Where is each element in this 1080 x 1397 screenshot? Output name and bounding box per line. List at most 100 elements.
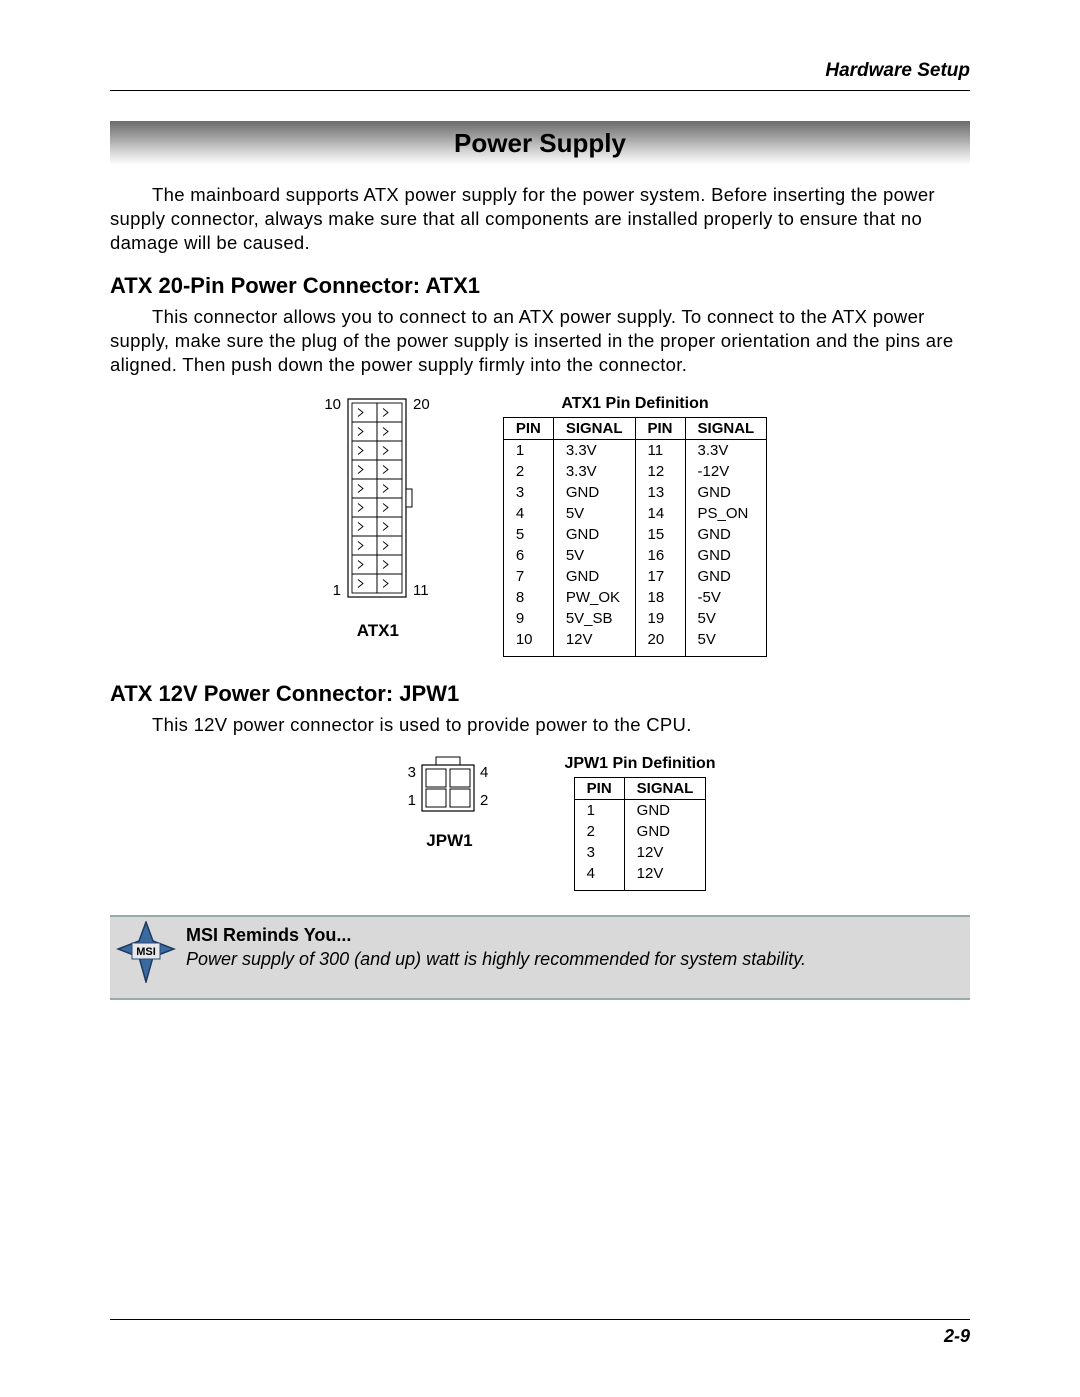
jpw1-connector-icon: 3 4 1 2	[394, 755, 504, 825]
rule-bottom	[110, 1319, 970, 1320]
table-cell: 2	[574, 821, 624, 842]
table-header: SIGNAL	[553, 418, 635, 440]
atx1-pin-10: 10	[324, 396, 341, 413]
table-row: 7GND17GND	[503, 566, 766, 587]
table-cell: 5V_SB	[553, 608, 635, 629]
table-cell: 20	[635, 629, 685, 657]
table-cell: GND	[685, 566, 767, 587]
table-cell: 7	[503, 566, 553, 587]
table-cell: 6	[503, 545, 553, 566]
table-cell: 4	[503, 503, 553, 524]
table-cell: 12V	[553, 629, 635, 657]
jpw1-pin-3: 3	[408, 764, 416, 781]
table-cell: 12	[635, 461, 685, 482]
table-cell: 12V	[624, 863, 706, 891]
table-row: 1012V205V	[503, 629, 766, 657]
jpw1-table-title: JPW1 Pin Definition	[564, 755, 715, 773]
jpw1-pin-table: PINSIGNAL1GND2GND312V412V	[574, 777, 707, 891]
table-row: 13.3V113.3V	[503, 440, 766, 462]
footer: 2-9	[110, 1319, 970, 1347]
table-cell: 15	[635, 524, 685, 545]
rule-top	[110, 90, 970, 91]
table-cell: 19	[635, 608, 685, 629]
table-cell: 5V	[685, 629, 767, 657]
atx1-pin-11: 11	[413, 582, 429, 599]
table-row: 23.3V12-12V	[503, 461, 766, 482]
table-header: PIN	[574, 778, 624, 800]
atx1-label: ATX1	[357, 621, 399, 641]
table-cell: GND	[624, 800, 706, 822]
table-cell: 11	[635, 440, 685, 462]
jpw1-pin-2: 2	[480, 792, 488, 809]
table-cell: 3.3V	[553, 440, 635, 462]
table-cell: 3	[503, 482, 553, 503]
table-row: 2GND	[574, 821, 706, 842]
table-row: 312V	[574, 842, 706, 863]
atx20-heading: ATX 20-Pin Power Connector: ATX1	[110, 273, 970, 299]
table-cell: 3.3V	[685, 440, 767, 462]
table-cell: GND	[685, 524, 767, 545]
atx1-diagram-block: 10 20 1 11 ATX1	[313, 395, 443, 641]
table-cell: 4	[574, 863, 624, 891]
table-cell: 16	[635, 545, 685, 566]
table-row: 8PW_OK18-5V	[503, 587, 766, 608]
table-cell: GND	[685, 545, 767, 566]
table-cell: 5V	[553, 503, 635, 524]
table-row: 3GND13GND	[503, 482, 766, 503]
table-cell: 5V	[553, 545, 635, 566]
table-cell: 12V	[624, 842, 706, 863]
table-cell: 13	[635, 482, 685, 503]
reminder-body: Power supply of 300 (and up) watt is hig…	[186, 948, 806, 971]
jpw1-label: JPW1	[426, 831, 472, 851]
jpw1-paragraph: This 12V power connector is used to prov…	[110, 713, 970, 737]
jpw1-table-wrap: JPW1 Pin Definition PINSIGNAL1GND2GND312…	[564, 755, 715, 891]
msi-icon-label: MSI	[136, 946, 156, 958]
table-cell: 2	[503, 461, 553, 482]
table-row: 412V	[574, 863, 706, 891]
table-header: PIN	[635, 418, 685, 440]
page: Hardware Setup Power Supply The mainboar…	[0, 0, 1080, 1397]
table-cell: PW_OK	[553, 587, 635, 608]
table-cell: -5V	[685, 587, 767, 608]
table-cell: 3.3V	[553, 461, 635, 482]
atx20-paragraph: This connector allows you to connect to …	[110, 305, 970, 377]
title-bar: Power Supply	[110, 121, 970, 165]
jpw1-pin-1: 1	[408, 792, 416, 809]
jpw1-pin-4: 4	[480, 764, 488, 781]
jpw1-row: 3 4 1 2 JPW1 JPW1 Pin Definition PINSIGN…	[110, 755, 970, 891]
table-cell: GND	[553, 566, 635, 587]
intro-paragraph: The mainboard supports ATX power supply …	[110, 183, 970, 255]
table-cell: 3	[574, 842, 624, 863]
table-cell: 10	[503, 629, 553, 657]
table-cell: 5	[503, 524, 553, 545]
table-cell: 17	[635, 566, 685, 587]
table-cell: 5V	[685, 608, 767, 629]
table-row: 65V16GND	[503, 545, 766, 566]
table-cell: GND	[685, 482, 767, 503]
table-row: 1GND	[574, 800, 706, 822]
table-row: 95V_SB195V	[503, 608, 766, 629]
table-cell: 9	[503, 608, 553, 629]
header-section: Hardware Setup	[110, 60, 970, 82]
table-cell: -12V	[685, 461, 767, 482]
page-number: 2-9	[110, 1326, 970, 1347]
table-cell: 14	[635, 503, 685, 524]
table-header: SIGNAL	[685, 418, 767, 440]
jpw1-heading: ATX 12V Power Connector: JPW1	[110, 681, 970, 707]
reminder-title: MSI Reminds You...	[186, 925, 806, 946]
msi-star-icon: MSI	[116, 921, 176, 988]
table-header: PIN	[503, 418, 553, 440]
table-cell: 1	[503, 440, 553, 462]
table-cell: GND	[553, 524, 635, 545]
atx1-pin-20: 20	[413, 396, 430, 413]
page-title: Power Supply	[454, 128, 626, 159]
atx1-pin-table: PINSIGNALPINSIGNAL13.3V113.3V23.3V12-12V…	[503, 417, 767, 657]
table-cell: GND	[553, 482, 635, 503]
table-header: SIGNAL	[624, 778, 706, 800]
table-row: 45V14PS_ON	[503, 503, 766, 524]
table-cell: 18	[635, 587, 685, 608]
atx1-table-title: ATX1 Pin Definition	[561, 395, 708, 413]
reminder-box: MSI MSI Reminds You... Power supply of 3…	[110, 915, 970, 1000]
atx1-table-wrap: ATX1 Pin Definition PINSIGNALPINSIGNAL13…	[503, 395, 767, 657]
jpw1-diagram-block: 3 4 1 2 JPW1	[394, 755, 504, 851]
